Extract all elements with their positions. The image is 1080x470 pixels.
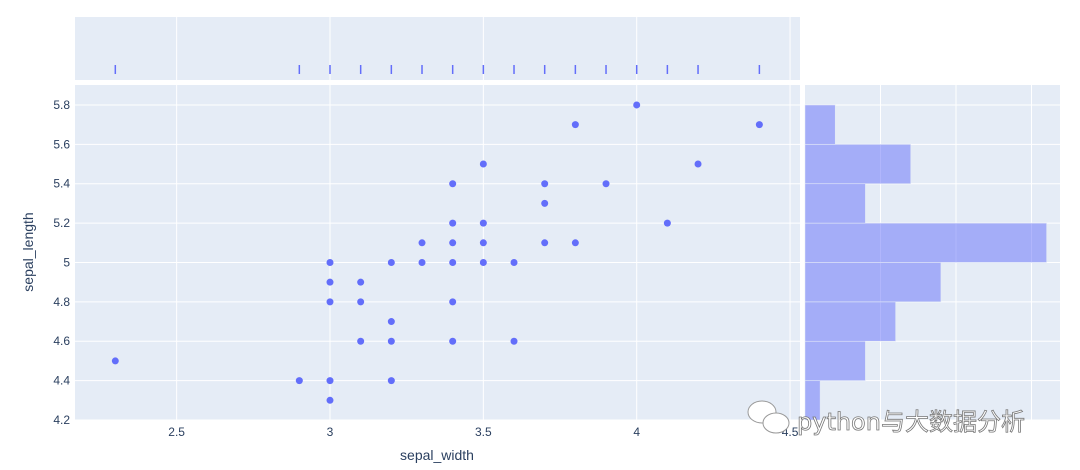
histogram-bar (804, 104, 836, 145)
data-point (449, 258, 457, 266)
data-point (326, 278, 334, 286)
x-tick-label: 2.5 (168, 425, 185, 439)
y-axis-label: sepal_length (20, 212, 36, 291)
data-point (479, 239, 487, 247)
data-point (387, 258, 395, 266)
data-point (541, 199, 549, 207)
data-point (449, 239, 457, 247)
data-point (755, 121, 763, 129)
histogram-bar (804, 340, 866, 381)
x-tick-labels: 2.5 3 3.5 4 4.5 (168, 425, 798, 439)
y-tick-label: 4.8 (53, 295, 70, 309)
data-point (449, 298, 457, 306)
data-point (571, 121, 579, 129)
scatter-points (111, 101, 763, 404)
data-point (326, 396, 334, 404)
histogram-bars (804, 104, 1047, 421)
data-point (326, 298, 334, 306)
x-tick-label: 3 (327, 425, 334, 439)
data-point (449, 337, 457, 345)
data-point (633, 101, 641, 109)
data-point (357, 298, 365, 306)
data-point (418, 258, 426, 266)
data-point (694, 160, 702, 168)
data-point (663, 219, 671, 227)
data-point (449, 180, 457, 188)
histogram-bar (804, 183, 866, 224)
data-point (357, 337, 365, 345)
y-tick-label: 5.2 (53, 216, 70, 230)
data-point (571, 239, 579, 247)
data-point (602, 180, 610, 188)
y-tick-label: 4.4 (53, 374, 70, 388)
y-tick-label: 4.6 (53, 334, 70, 348)
data-point (111, 357, 119, 365)
y-tick-label: 5 (63, 255, 70, 269)
data-point (510, 258, 518, 266)
watermark-text: python与大数据分析 (797, 408, 1025, 436)
data-point (387, 377, 395, 385)
data-point (449, 219, 457, 227)
main-plot-bg (75, 85, 800, 420)
data-point (295, 377, 303, 385)
x-tick-label: 4 (633, 425, 640, 439)
data-point (541, 239, 549, 247)
y-tick-label: 5.4 (53, 177, 70, 191)
rug-ticks (114, 65, 761, 74)
histogram-bar (804, 262, 942, 303)
data-point (479, 160, 487, 168)
histogram-bar (804, 144, 911, 184)
x-tick-label: 3.5 (475, 425, 492, 439)
rug-panel-bg (75, 17, 800, 80)
y-tick-label: 4.2 (53, 413, 70, 427)
data-point (418, 239, 426, 247)
data-point (387, 318, 395, 326)
wechat-icon (747, 400, 790, 434)
data-point (510, 337, 518, 345)
data-point (541, 180, 549, 188)
data-point (479, 219, 487, 227)
data-point (357, 278, 365, 286)
y-tick-label: 5.8 (53, 98, 70, 112)
data-point (387, 337, 395, 345)
data-point (326, 377, 334, 385)
x-axis-label: sepal_width (400, 447, 474, 463)
y-tick-labels: 4.2 4.4 4.6 4.8 5 5.2 5.4 5.6 5.8 (53, 98, 70, 427)
y-tick-label: 5.6 (53, 137, 70, 151)
histogram-bar (804, 222, 1047, 263)
data-point (326, 258, 334, 266)
histogram-bar (804, 301, 896, 342)
data-point (479, 258, 487, 266)
